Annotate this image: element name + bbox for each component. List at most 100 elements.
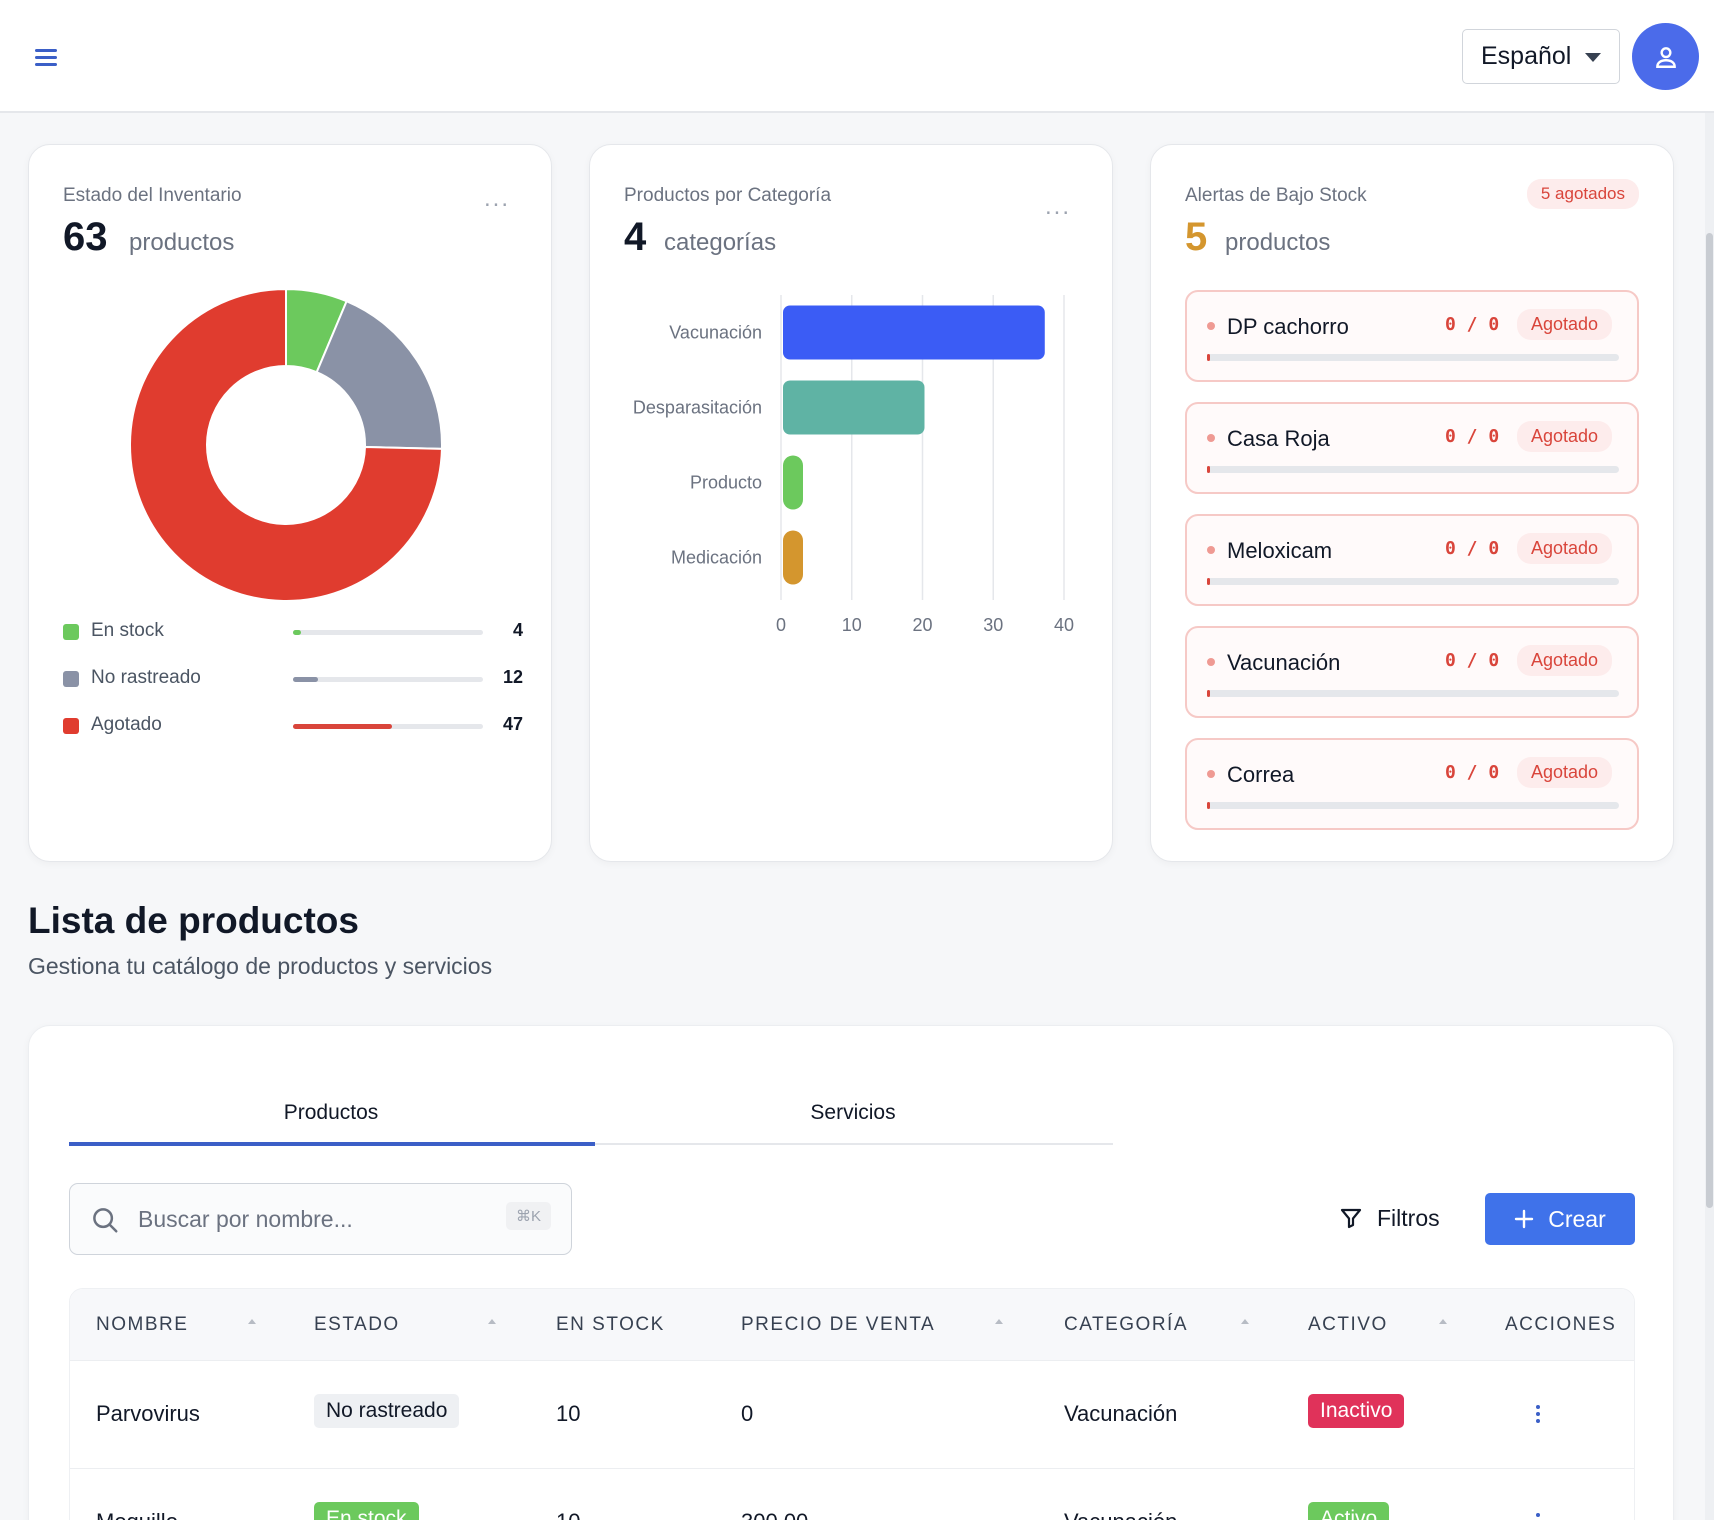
tab-servicios[interactable]: Servicios (810, 1101, 896, 1124)
language-select[interactable]: Español (1462, 29, 1620, 84)
alert-quantity: 0 / 0 (1445, 314, 1500, 335)
legend-bar-fill (293, 630, 302, 635)
alert-item[interactable]: Meloxicam 0 / 0 Agotado (1185, 514, 1639, 606)
legend-value: 4 (512, 620, 523, 640)
filters-button[interactable]: Filtros (1339, 1190, 1440, 1246)
hamburger-menu-icon[interactable] (30, 40, 64, 74)
filter-icon (1340, 1208, 1362, 1229)
more-options-icon[interactable]: ... (1045, 193, 1072, 220)
x-tick-label: 30 (983, 615, 1003, 635)
status-badge: No rastreado (314, 1394, 460, 1428)
column-header-estado[interactable]: ESTADO (314, 1314, 400, 1335)
alert-dot-icon (1207, 546, 1215, 554)
table-row[interactable]: Parvovirus No rastreado 10 0 Vacunación … (70, 1361, 1634, 1469)
alert-stock-bar-fill (1207, 466, 1210, 473)
sort-icon[interactable] (995, 1319, 1003, 1324)
alert-item[interactable]: Vacunación 0 / 0 Agotado (1185, 626, 1639, 718)
row-actions-icon[interactable] (1536, 1405, 1542, 1426)
sort-icon[interactable] (488, 1319, 496, 1324)
product-name[interactable]: Moquillo (96, 1509, 178, 1520)
row-actions-icon[interactable] (1536, 1513, 1542, 1520)
table-header: NOMBRE ESTADO EN STOCK PRECIO DE VENTA C… (70, 1289, 1634, 1361)
alert-dot-icon (1207, 770, 1215, 778)
products-table: NOMBRE ESTADO EN STOCK PRECIO DE VENTA C… (69, 1288, 1635, 1520)
top-bar: Español (0, 0, 1714, 113)
price-value: 300.00 (741, 1509, 808, 1520)
stock-value: 10 (556, 1509, 580, 1520)
alert-dot-icon (1207, 658, 1215, 666)
alert-item[interactable]: Correa 0 / 0 Agotado (1185, 738, 1639, 830)
alert-quantity: 0 / 0 (1445, 426, 1500, 447)
alert-stock-bar (1207, 466, 1619, 473)
alert-stock-bar-fill (1207, 578, 1210, 585)
categories-unit: categorías (664, 229, 777, 256)
search-icon (93, 1208, 118, 1233)
alert-item[interactable]: Casa Roja 0 / 0 Agotado (1185, 402, 1639, 494)
alert-product-name: DP cachorro (1227, 314, 1349, 339)
legend-swatch (63, 671, 79, 687)
chevron-down-icon (1585, 53, 1601, 62)
page-scrollbar[interactable] (1705, 113, 1714, 1520)
alert-product-name: Correa (1227, 762, 1295, 787)
plus-icon (1515, 1209, 1534, 1229)
legend-value: 47 (502, 714, 523, 734)
legend-value: 12 (502, 667, 523, 687)
product-name[interactable]: Parvovirus (96, 1401, 200, 1426)
column-header-precio[interactable]: PRECIO DE VENTA (741, 1314, 936, 1335)
sort-icon[interactable] (1439, 1319, 1447, 1324)
alert-item[interactable]: DP cachorro 0 / 0 Agotado (1185, 290, 1639, 382)
legend-swatch (63, 718, 79, 734)
legend-item-no-rastreado: No rastreado 12 (63, 664, 523, 694)
alerts-total: 5 (1185, 215, 1208, 259)
categories-total: 4 (624, 215, 647, 259)
product-list-card: Productos Servicios Buscar por nombre...… (28, 1025, 1674, 1520)
column-header-nombre[interactable]: NOMBRE (96, 1314, 189, 1335)
tab-productos[interactable]: Productos (283, 1101, 379, 1124)
scrollbar-thumb[interactable] (1706, 233, 1713, 1208)
donut-slice-agotado[interactable] (129, 290, 443, 600)
active-status-badge: Activo (1308, 1502, 1390, 1520)
out-of-stock-badge: 5 agotados (1526, 179, 1639, 209)
column-header-activo[interactable]: ACTIVO (1308, 1314, 1388, 1335)
table-row[interactable]: Moquillo En stock 10 300.00 Vacunación A… (70, 1469, 1634, 1520)
language-value: Español (1481, 42, 1572, 70)
bar-producto[interactable] (783, 455, 803, 510)
legend-swatch (63, 624, 79, 640)
price-value: 0 (741, 1401, 754, 1426)
bar-desparasitación[interactable] (783, 380, 925, 435)
create-button[interactable]: Crear (1485, 1193, 1635, 1245)
x-tick-label: 0 (776, 615, 786, 635)
more-options-icon[interactable]: ... (484, 185, 511, 212)
sort-icon[interactable] (248, 1319, 256, 1324)
alert-dot-icon (1207, 434, 1215, 442)
create-label: Crear (1548, 1205, 1606, 1232)
alert-quantity: 0 / 0 (1445, 650, 1500, 671)
alert-stock-bar (1207, 354, 1619, 361)
inventory-total: 63 (63, 215, 108, 259)
category-value: Vacunación (1064, 1401, 1178, 1426)
page-subtitle: Gestiona tu catálogo de productos y serv… (28, 953, 493, 979)
user-avatar-button[interactable] (1632, 23, 1699, 90)
alert-quantity: 0 / 0 (1445, 538, 1500, 559)
card-title: Alertas de Bajo Stock (1185, 185, 1367, 206)
alert-status-badge: Agotado (1517, 309, 1613, 340)
search-input[interactable]: Buscar por nombre... ⌘K (69, 1183, 572, 1255)
keyboard-shortcut-hint: ⌘K (505, 1202, 551, 1230)
inventory-unit: productos (129, 229, 235, 256)
legend-item-en-stock: En stock 4 (63, 617, 523, 647)
donut-slice-no-rastreado[interactable] (315, 299, 443, 450)
alert-quantity: 0 / 0 (1445, 762, 1500, 783)
alert-stock-bar (1207, 578, 1619, 585)
legend-bar-fill (293, 677, 319, 682)
status-badge: En stock (314, 1502, 419, 1520)
legend-label: Agotado (91, 714, 162, 735)
page-title: Lista de productos (28, 900, 359, 941)
legend-bar (293, 724, 483, 729)
alert-product-name: Vacunación (1227, 650, 1341, 675)
category-value: Vacunación (1064, 1509, 1177, 1520)
alert-status-badge: Agotado (1517, 421, 1613, 452)
bar-vacunación[interactable] (783, 305, 1045, 360)
sort-icon[interactable] (1241, 1319, 1249, 1324)
column-header-categoria[interactable]: CATEGORÍA (1064, 1314, 1188, 1335)
bar-medicación[interactable] (783, 530, 803, 585)
